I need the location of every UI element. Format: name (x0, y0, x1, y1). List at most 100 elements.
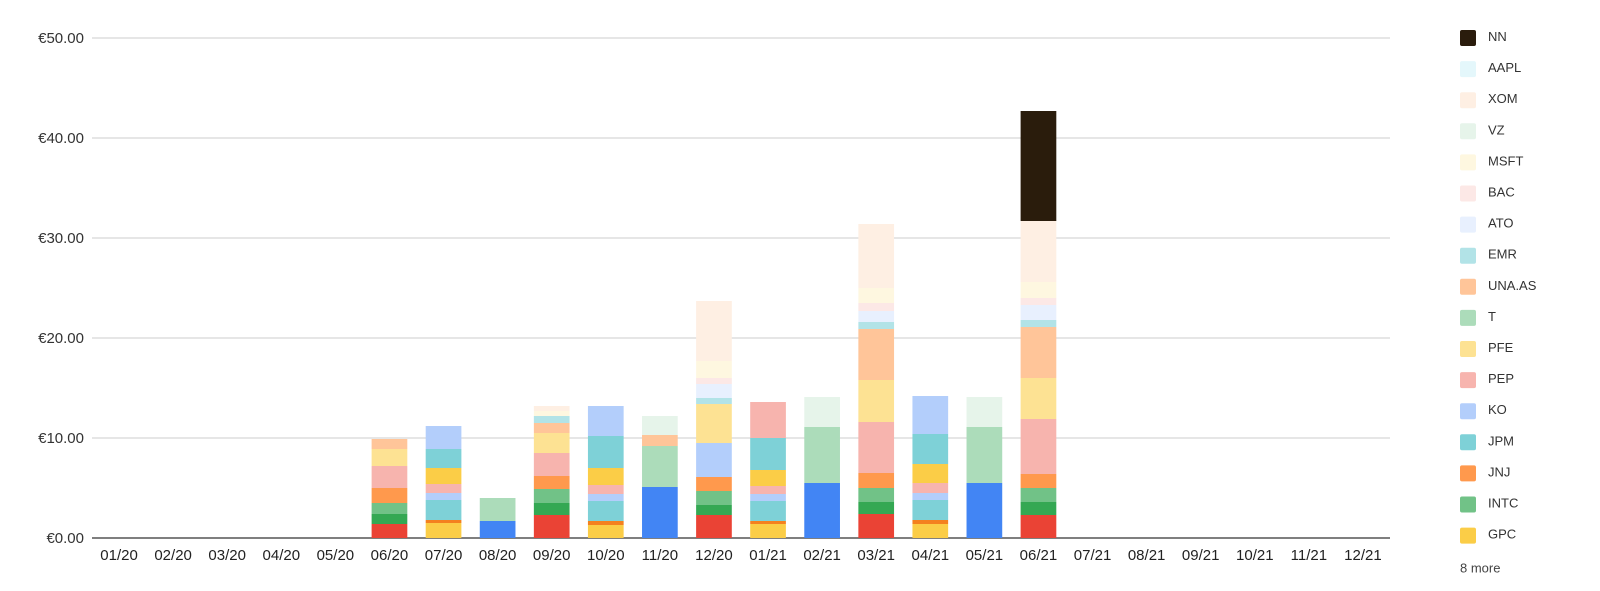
bar-segment-intc[interactable] (533, 489, 570, 503)
bar-segment-hidden-orange[interactable] (425, 520, 462, 523)
bar-segment-pep[interactable] (750, 402, 786, 438)
bar-segment-intc[interactable] (371, 503, 408, 514)
bar-segment-hidden-blue[interactable] (966, 483, 1003, 538)
legend-label-gpc[interactable]: GPC (1488, 527, 1516, 542)
legend-label-jpm[interactable]: JPM (1488, 433, 1514, 448)
bar-segment-nn[interactable] (1020, 111, 1057, 221)
bar-segment-emr[interactable] (1020, 320, 1057, 327)
bar-segment-hidden-red[interactable] (533, 515, 570, 538)
bar-segment-pep[interactable] (912, 483, 949, 493)
bar-segment-pep[interactable] (533, 453, 570, 476)
bar-segment-intc[interactable] (696, 491, 732, 505)
bar-segment-una-as[interactable] (1020, 327, 1057, 378)
bar-segment-vz[interactable] (966, 397, 1003, 427)
bar-segment-hidden-red[interactable] (858, 514, 895, 538)
legend-label-ko[interactable]: KO (1488, 402, 1507, 417)
bar-segment-jnj[interactable] (696, 477, 732, 491)
bar-segment-xom[interactable] (858, 224, 895, 288)
bar-segment-gpc[interactable] (587, 468, 624, 485)
bar-segment-jpm[interactable] (425, 500, 462, 520)
bar-segment-ko[interactable] (696, 443, 732, 477)
bar-segment-pep[interactable] (587, 485, 624, 494)
legend-label-pep[interactable]: PEP (1488, 371, 1514, 386)
bar-segment-una-as[interactable] (642, 435, 678, 446)
bar-segment-t[interactable] (479, 498, 516, 521)
bar-segment-jnj[interactable] (371, 488, 408, 503)
legend-more-link[interactable]: 8 more (1460, 561, 1500, 576)
bar-segment-xom[interactable] (696, 301, 732, 361)
bar-segment-t[interactable] (966, 427, 1003, 483)
legend-label-intc[interactable]: INTC (1488, 496, 1518, 511)
bar-segment-jpm[interactable] (425, 449, 462, 468)
bar-segment-hidden-red[interactable] (1020, 515, 1057, 538)
bar-segment-hidden-green[interactable] (696, 505, 732, 515)
bar-segment-xom[interactable] (1020, 221, 1057, 282)
legend-label-msft[interactable]: MSFT (1488, 153, 1523, 168)
bar-segment-jpm[interactable] (750, 438, 786, 470)
bar-segment-ko[interactable] (912, 493, 949, 500)
bar-segment-ato[interactable] (696, 384, 732, 398)
bar-segment-jnj[interactable] (533, 476, 570, 489)
legend-label-vz[interactable]: VZ (1488, 122, 1505, 137)
bar-segment-hidden-red[interactable] (696, 515, 732, 538)
bar-segment-hidden-blue[interactable] (642, 487, 678, 538)
bar-segment-hidden-red[interactable] (371, 524, 408, 538)
bar-segment-t[interactable] (804, 427, 840, 483)
bar-segment-intc[interactable] (858, 488, 895, 502)
bar-segment-emr[interactable] (696, 398, 732, 404)
legend-label-nn[interactable]: NN (1488, 29, 1507, 44)
bar-segment-pep[interactable] (1020, 419, 1057, 474)
bar-segment-pfe[interactable] (371, 449, 408, 466)
bar-segment-emr[interactable] (858, 322, 895, 329)
bar-segment-gpc[interactable] (750, 524, 786, 538)
bar-segment-bac[interactable] (1020, 298, 1057, 305)
bar-segment-gpc[interactable] (912, 524, 949, 538)
bar-segment-gpc[interactable] (912, 464, 949, 483)
bar-segment-hidden-blue[interactable] (804, 483, 840, 538)
bar-segment-pfe[interactable] (696, 404, 732, 443)
bar-segment-msft[interactable] (696, 361, 732, 378)
bar-segment-jpm[interactable] (912, 500, 949, 520)
bar-segment-pep[interactable] (425, 484, 462, 493)
bar-segment-pfe[interactable] (858, 380, 895, 422)
bar-segment-gpc[interactable] (750, 470, 786, 486)
bar-segment-hidden-orange[interactable] (587, 521, 624, 525)
legend-label-una-as[interactable]: UNA.AS (1488, 278, 1537, 293)
bar-segment-pep[interactable] (750, 486, 786, 494)
bar-segment-bac[interactable] (696, 378, 732, 384)
legend-label-emr[interactable]: EMR (1488, 247, 1517, 262)
legend-label-pfe[interactable]: PFE (1488, 340, 1514, 355)
bar-segment-jnj[interactable] (858, 473, 895, 488)
bar-segment-una-as[interactable] (858, 329, 895, 380)
bar-segment-ko[interactable] (750, 494, 786, 501)
bar-segment-ko[interactable] (587, 494, 624, 501)
bar-segment-ato[interactable] (858, 311, 895, 322)
bar-segment-hidden-green[interactable] (371, 514, 408, 524)
legend-label-jnj[interactable]: JNJ (1488, 464, 1510, 479)
bar-segment-hidden-green[interactable] (1020, 502, 1057, 515)
bar-segment-msft[interactable] (533, 411, 570, 416)
bar-segment-ko[interactable] (912, 396, 949, 434)
bar-segment-pfe[interactable] (1020, 378, 1057, 419)
bar-segment-ko[interactable] (425, 426, 462, 449)
bar-segment-hidden-orange[interactable] (750, 521, 786, 524)
bar-segment-pep[interactable] (371, 466, 408, 488)
bar-segment-jpm[interactable] (750, 501, 786, 521)
legend-label-ato[interactable]: ATO (1488, 216, 1514, 231)
legend-label-aapl[interactable]: AAPL (1488, 60, 1521, 75)
bar-segment-pfe[interactable] (533, 433, 570, 453)
bar-segment-t[interactable] (642, 446, 678, 487)
bar-segment-vz[interactable] (642, 416, 678, 435)
bar-segment-gpc[interactable] (425, 523, 462, 538)
bar-segment-bac[interactable] (858, 303, 895, 311)
bar-segment-ko[interactable] (587, 406, 624, 436)
bar-segment-jpm[interactable] (912, 434, 949, 464)
bar-segment-emr[interactable] (533, 416, 570, 423)
bar-segment-msft[interactable] (1020, 282, 1057, 298)
bar-segment-jpm[interactable] (587, 501, 624, 521)
bar-segment-hidden-green[interactable] (858, 502, 895, 514)
bar-segment-pep[interactable] (858, 422, 895, 473)
bar-segment-gpc[interactable] (425, 468, 462, 484)
bar-segment-ato[interactable] (1020, 305, 1057, 320)
legend-label-t[interactable]: T (1488, 309, 1496, 324)
